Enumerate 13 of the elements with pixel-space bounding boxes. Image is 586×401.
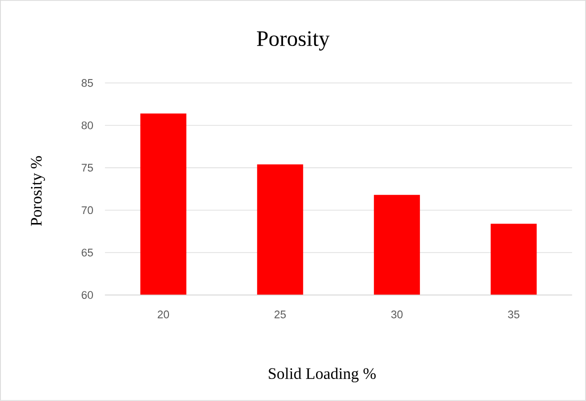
y-tick-label: 75 bbox=[82, 164, 93, 172]
y-tick-label: 60 bbox=[82, 291, 93, 299]
y-tick-label: 80 bbox=[82, 121, 93, 130]
y-axis-title: Porosity % bbox=[30, 156, 45, 226]
y-tick-label: 65 bbox=[82, 248, 93, 257]
x-tick-label: 25 bbox=[274, 310, 286, 318]
y-tick-label: 85 bbox=[82, 79, 93, 87]
chart-title: Porosity bbox=[256, 31, 330, 51]
x-tick-label: 35 bbox=[508, 310, 520, 318]
x-axis-title: Solid Loading % bbox=[268, 368, 376, 382]
x-tick-label: 20 bbox=[158, 310, 170, 318]
x-tick-label: 30 bbox=[391, 310, 403, 318]
y-tick-label: 70 bbox=[82, 206, 93, 214]
